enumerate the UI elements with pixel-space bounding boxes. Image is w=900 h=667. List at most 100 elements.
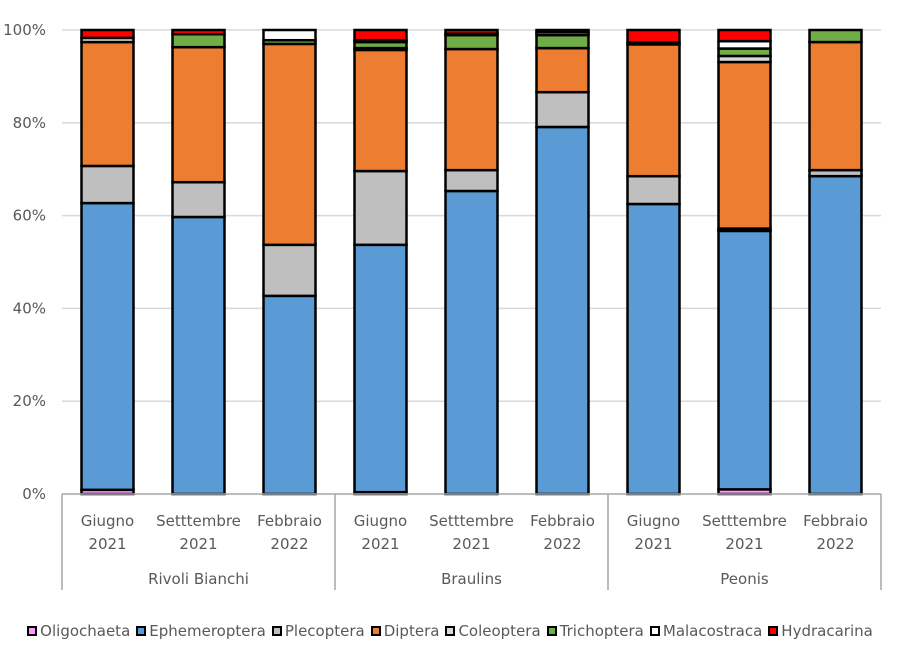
bar-segment-ephemeroptera [444, 189, 499, 496]
legend-swatch [136, 626, 147, 636]
legend-swatch [445, 626, 456, 636]
bar-segment-plecoptera [444, 168, 499, 193]
bar-stack [444, 28, 499, 496]
legend-item: Hydracarina [768, 622, 873, 640]
bar-stack [717, 28, 772, 496]
legend-label: Malacostraca [662, 622, 763, 640]
bar-segment-plecoptera [80, 164, 135, 205]
bar-segment-ephemeroptera [808, 174, 863, 496]
bar-segment-diptera [808, 40, 863, 172]
x-tick-label-line1: Giugno [354, 512, 408, 530]
bar-stack [171, 28, 226, 496]
bar-segment-trichoptera [808, 28, 863, 44]
bar-segment-ephemeroptera [535, 125, 590, 496]
legend-swatch [546, 626, 557, 636]
y-tick-label: 20% [13, 392, 46, 410]
x-tick-label-line2: 2021 [452, 535, 490, 553]
legend-label: Plecoptera [284, 622, 365, 640]
bar-segment-ephemeroptera [626, 202, 681, 496]
x-tick-label-line2: 2021 [88, 535, 126, 553]
legend-label: Diptera [383, 622, 440, 640]
legend-swatch [271, 626, 282, 636]
bar-segment-hydracarina [171, 28, 226, 36]
bar-stack [535, 28, 590, 496]
bar-stack [808, 28, 863, 496]
bar-segment-hydracarina [80, 28, 135, 40]
bar-segment-plecoptera [171, 180, 226, 219]
bar-segment-diptera [80, 40, 135, 168]
legend-swatch [768, 626, 779, 636]
legend-swatch [370, 626, 381, 636]
x-tick-label-line2: 2022 [270, 535, 308, 553]
x-tick-label-line2: 2021 [634, 535, 672, 553]
legend-label: Coleoptera [458, 622, 541, 640]
bar-segment-diptera [444, 47, 499, 172]
legend-item: Diptera [370, 622, 440, 640]
bar-segment-malacostraca [262, 28, 317, 42]
legend-item: Coleoptera [445, 622, 541, 640]
y-tick-label: 80% [13, 114, 46, 132]
x-tick-label-line1: Febbraio [803, 512, 868, 530]
group-label: Braulins [441, 570, 502, 588]
x-tick-label-line2: 2022 [543, 535, 581, 553]
legend-item: Plecoptera [271, 622, 365, 640]
bar-segment-diptera [626, 43, 681, 178]
y-axis-tick-labels: 0% 20% 40% 60% 80% 100% [3, 21, 46, 503]
legend-label: Trichoptera [559, 622, 644, 640]
legend: Oligochaeta Ephemeroptera Plecoptera Dipter… [0, 618, 900, 644]
bar-segment-hydracarina [626, 28, 681, 44]
bar-segment-plecoptera [535, 90, 590, 129]
y-tick-label: 40% [13, 299, 46, 317]
bar-segment-hydracarina [353, 28, 408, 42]
group-label: Rivoli Bianchi [148, 570, 249, 588]
x-axis: Giugno 2021 Setttembre 2021 Febbraio 2022 Giug… [61, 493, 882, 590]
bar-segment-hydracarina [717, 28, 772, 43]
bar-segment-trichoptera [171, 32, 226, 49]
stacked-bar-chart: 0% 20% 40% 60% 80% 100% Giugno 2021 Setttembre 2… [3, 21, 882, 590]
y-tick-label: 0% [22, 485, 46, 503]
legend-swatch [27, 626, 38, 636]
x-tick-label-line1: Febbraio [530, 512, 595, 530]
bar-segment-diptera [717, 60, 772, 230]
x-tick-label-line1: Giugno [81, 512, 135, 530]
legend-item: Oligochaeta [27, 622, 130, 640]
bar-segment-diptera [171, 45, 226, 184]
bar-stack [626, 28, 681, 496]
y-tick-label: 100% [3, 21, 46, 39]
bar-stack [262, 28, 317, 496]
legend-item: Malacostraca [649, 622, 763, 640]
legend-label: Oligochaeta [40, 622, 131, 640]
x-tick-label-line2: 2021 [725, 535, 763, 553]
bar-segment-plecoptera [353, 169, 408, 247]
x-tick-label-line2: 2021 [179, 535, 217, 553]
group-label: Peonis [720, 570, 769, 588]
x-tick-label-line2: 2022 [816, 535, 854, 553]
x-tick-label-line1: Setttembre [156, 512, 241, 530]
bar-segment-hydracarina [535, 28, 590, 34]
x-tick-label-line1: Febbraio [257, 512, 322, 530]
x-tick-label-line1: Giugno [627, 512, 681, 530]
legend-swatch [649, 626, 660, 636]
bar-stack [80, 28, 135, 496]
bar-segment-plecoptera [262, 243, 317, 298]
bar-segment-plecoptera [626, 174, 681, 206]
bars [80, 28, 863, 496]
bar-segment-ephemeroptera [171, 215, 226, 496]
bar-segment-diptera [353, 48, 408, 173]
x-tick-label-line1: Setttembre [429, 512, 514, 530]
bar-stack [353, 28, 408, 496]
bar-segment-trichoptera [444, 33, 499, 51]
bar-segment-ephemeroptera [80, 201, 135, 492]
y-tick-label: 60% [13, 207, 46, 225]
legend-item: Trichoptera [546, 622, 644, 640]
x-tick-label-line1: Setttembre [702, 512, 787, 530]
bar-segment-hydracarina [444, 28, 499, 35]
legend-label: Ephemeroptera [149, 622, 266, 640]
legend-label: Hydracarina [781, 622, 873, 640]
bar-segment-diptera [535, 46, 590, 94]
x-tick-label-line2: 2021 [361, 535, 399, 553]
bar-segment-ephemeroptera [717, 229, 772, 491]
bar-segment-ephemeroptera [353, 243, 408, 494]
legend-item: Ephemeroptera [136, 622, 266, 640]
bar-segment-diptera [262, 42, 317, 247]
